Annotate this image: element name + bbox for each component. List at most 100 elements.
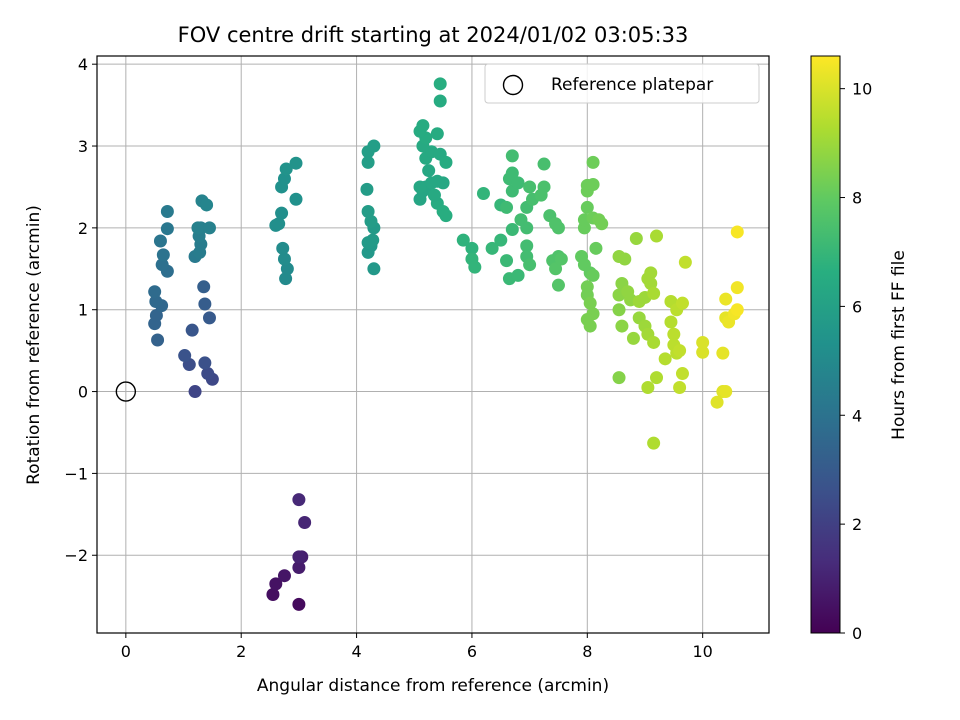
data-point bbox=[647, 436, 661, 450]
data-point bbox=[626, 331, 640, 345]
data-point bbox=[269, 577, 283, 591]
data-point bbox=[156, 248, 170, 262]
plot-frame bbox=[96, 55, 770, 634]
data-point bbox=[580, 200, 594, 214]
data-point bbox=[416, 119, 430, 133]
data-point bbox=[433, 77, 447, 91]
data-point bbox=[367, 139, 381, 153]
data-point bbox=[201, 367, 215, 381]
data-point bbox=[279, 272, 293, 286]
colorbar-tick-label: 8 bbox=[852, 189, 862, 208]
data-point bbox=[554, 252, 568, 266]
data-point bbox=[675, 296, 689, 310]
data-point bbox=[586, 155, 600, 169]
data-point bbox=[289, 156, 303, 170]
data-point bbox=[413, 180, 427, 194]
colorbar-label: Hours from first FF file bbox=[889, 250, 909, 440]
data-point bbox=[586, 268, 600, 282]
y-tick-label: 4 bbox=[78, 55, 88, 74]
data-point bbox=[149, 308, 163, 322]
data-point bbox=[468, 260, 482, 274]
data-point bbox=[520, 239, 534, 253]
colorbar-tick-label: 2 bbox=[852, 515, 862, 534]
colorbar-gradient bbox=[810, 55, 841, 634]
colorbar-tick-label: 10 bbox=[852, 80, 872, 99]
data-point bbox=[511, 176, 525, 190]
x-tick-label: 4 bbox=[351, 642, 361, 661]
data-point bbox=[523, 258, 537, 272]
data-point bbox=[641, 380, 655, 394]
data-point bbox=[198, 356, 212, 370]
x-tick-label: 2 bbox=[236, 642, 246, 661]
data-point bbox=[185, 323, 199, 337]
data-point bbox=[673, 344, 687, 358]
data-point bbox=[153, 234, 167, 248]
data-point bbox=[615, 319, 629, 333]
data-point bbox=[500, 200, 514, 214]
data-point bbox=[151, 333, 165, 347]
data-point bbox=[465, 241, 479, 255]
data-point bbox=[280, 262, 294, 276]
data-point bbox=[719, 385, 733, 399]
data-point bbox=[673, 380, 687, 394]
data-point bbox=[505, 149, 519, 163]
data-point bbox=[494, 233, 508, 247]
data-point bbox=[716, 346, 730, 360]
data-point bbox=[361, 155, 375, 169]
data-point bbox=[537, 157, 551, 171]
data-point bbox=[277, 172, 291, 186]
data-point bbox=[292, 493, 306, 507]
data-point bbox=[456, 233, 470, 247]
data-point bbox=[678, 255, 692, 269]
legend: Reference platepar bbox=[484, 63, 760, 104]
data-point bbox=[188, 385, 202, 399]
y-axis-ticks: −2 −1 0 1 2 3 4 bbox=[64, 55, 97, 565]
data-points bbox=[148, 77, 744, 611]
data-point bbox=[276, 241, 290, 255]
data-point bbox=[277, 569, 291, 583]
data-point bbox=[292, 550, 306, 564]
data-point bbox=[612, 371, 626, 385]
legend-entry-reference-platepar: Reference platepar bbox=[551, 75, 713, 95]
data-point bbox=[664, 315, 678, 329]
data-point bbox=[730, 281, 744, 295]
data-point bbox=[629, 232, 643, 246]
data-point bbox=[476, 186, 490, 200]
data-point bbox=[298, 516, 312, 530]
data-point bbox=[202, 311, 216, 325]
data-point bbox=[696, 345, 710, 359]
data-point bbox=[422, 164, 436, 178]
data-point bbox=[523, 180, 537, 194]
data-point bbox=[658, 352, 672, 366]
data-point bbox=[360, 182, 374, 196]
data-point bbox=[439, 155, 453, 169]
x-axis-ticks: 0 2 4 6 8 10 bbox=[121, 633, 713, 661]
data-point bbox=[427, 188, 441, 202]
data-point bbox=[710, 395, 724, 409]
data-point bbox=[612, 303, 626, 317]
y-tick-label: −1 bbox=[64, 464, 88, 483]
data-point bbox=[644, 277, 658, 291]
data-point bbox=[505, 223, 519, 237]
legend-box bbox=[484, 63, 760, 104]
data-point bbox=[583, 296, 597, 310]
data-point bbox=[149, 295, 163, 309]
data-point bbox=[148, 285, 162, 299]
reference-platepar-marker bbox=[115, 381, 137, 402]
data-point bbox=[430, 127, 444, 141]
data-point bbox=[520, 221, 534, 235]
data-point bbox=[289, 192, 303, 206]
data-point bbox=[618, 252, 632, 266]
y-tick-label: 2 bbox=[78, 219, 88, 238]
data-point bbox=[160, 205, 174, 219]
data-point bbox=[367, 262, 381, 276]
data-point bbox=[366, 233, 380, 247]
chart-title: FOV centre drift starting at 2024/01/02 … bbox=[178, 23, 689, 47]
data-point bbox=[439, 209, 453, 223]
colorbar-tick-label: 0 bbox=[852, 624, 862, 643]
y-tick-label: 1 bbox=[78, 301, 88, 320]
data-point bbox=[549, 262, 563, 276]
data-point bbox=[551, 221, 565, 235]
x-tick-label: 0 bbox=[121, 642, 131, 661]
